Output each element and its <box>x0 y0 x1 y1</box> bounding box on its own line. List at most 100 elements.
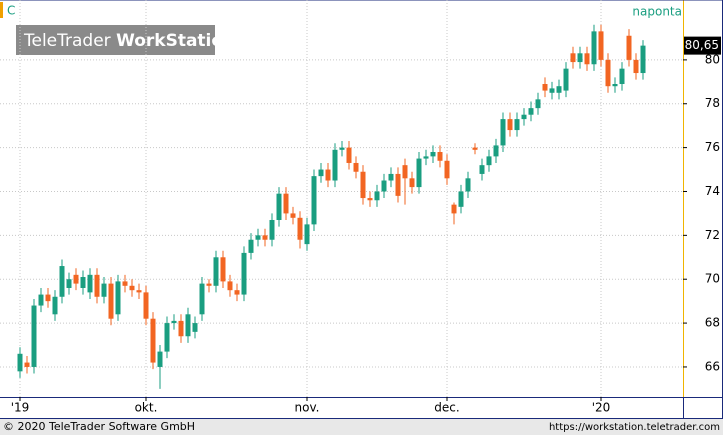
candle-body <box>136 290 142 293</box>
candle-body <box>59 266 65 297</box>
candle-body <box>276 193 282 220</box>
candle-body <box>199 283 205 315</box>
copyright: © 2020 TeleTrader Software GmbH <box>3 420 195 433</box>
candle-body <box>220 257 226 282</box>
candle-body <box>577 53 583 63</box>
candle-body <box>38 294 44 306</box>
candle-body <box>227 281 233 291</box>
candle-body <box>346 147 352 163</box>
candle-body <box>234 290 240 295</box>
candle-body <box>521 114 527 120</box>
candle-body <box>143 292 149 319</box>
y-tick-label: 66 <box>705 359 720 373</box>
candle-body <box>430 152 436 157</box>
candle-body <box>171 320 177 324</box>
candle-body <box>269 219 275 240</box>
candle-body <box>486 156 492 166</box>
candle-body <box>122 281 128 286</box>
candle-body <box>304 224 310 245</box>
candle-body <box>640 45 646 74</box>
candle-body <box>423 156 429 159</box>
candle-body <box>598 31 604 60</box>
candle-body <box>192 323 198 332</box>
candle-body <box>157 351 163 367</box>
candle-body <box>17 353 23 372</box>
x-tick-label: '19 <box>11 401 30 415</box>
candle-body <box>353 162 359 172</box>
candle-body <box>339 147 345 150</box>
candle-body <box>101 283 107 297</box>
candle-body <box>605 59 611 87</box>
candle-body <box>395 173 401 196</box>
candle-body <box>465 178 471 192</box>
candle-body <box>549 88 555 93</box>
candle-body <box>381 180 387 192</box>
x-tick-label: dec. <box>434 401 459 415</box>
y-tick-label: 68 <box>705 316 720 330</box>
y-tick-label: 80 <box>705 52 720 66</box>
candle-body <box>178 320 184 337</box>
candle-body <box>73 274 79 284</box>
candle-body <box>619 68 625 85</box>
candle-body <box>325 169 331 181</box>
watermark-box <box>16 25 215 55</box>
candle-body <box>311 176 317 225</box>
candle-body <box>437 152 443 161</box>
y-tick-label: 78 <box>705 96 720 110</box>
candle-body <box>45 294 51 302</box>
candle-body <box>31 305 37 367</box>
candle-body <box>626 35 632 60</box>
candle-body <box>563 68 569 91</box>
candle-body <box>584 53 590 65</box>
candle-body <box>241 252 247 295</box>
watermark: TeleTrader WorkStation <box>23 31 235 51</box>
period: naponta <box>632 5 682 19</box>
candle-body <box>360 171 366 199</box>
candle-body <box>318 169 324 177</box>
candle-body <box>94 274 100 297</box>
candle-body <box>129 285 135 291</box>
candle-body <box>367 198 373 201</box>
candle-body <box>591 31 597 65</box>
candle-body <box>262 235 268 240</box>
last-price-box <box>684 36 721 55</box>
candle-body <box>66 279 72 288</box>
candle-body <box>87 274 93 293</box>
candle-body <box>115 281 121 315</box>
candle-body <box>255 235 261 240</box>
candle-body <box>612 84 618 87</box>
candle-body <box>507 119 513 131</box>
candle-body <box>164 323 170 352</box>
candle-body <box>283 193 289 214</box>
url: https://workstation.teletrader.com <box>549 422 720 433</box>
candle-body <box>185 314 191 337</box>
candle-body <box>213 257 219 286</box>
candle-body <box>570 53 576 63</box>
candle-body <box>458 191 464 207</box>
y-tick-label: 70 <box>705 272 720 286</box>
candle-body <box>402 165 408 179</box>
candle-body <box>248 239 254 253</box>
candle-body <box>388 173 394 181</box>
candle-body <box>297 217 303 240</box>
candle-body <box>556 86 562 93</box>
x-tick-label: '20 <box>592 401 611 415</box>
candle-body <box>52 296 58 315</box>
candle-body <box>493 145 499 157</box>
watermark-product: WorkStation <box>116 31 235 51</box>
candle-body <box>479 165 485 174</box>
x-tick-label: okt. <box>135 401 158 415</box>
candle-body <box>633 59 639 74</box>
candle-body <box>444 160 450 179</box>
candle-body <box>290 213 296 218</box>
candle-body <box>500 119 506 146</box>
candle-body <box>108 283 114 319</box>
y-tick-label: 76 <box>705 140 720 154</box>
candle-body <box>409 178 415 188</box>
y-tick-label: 72 <box>705 228 720 242</box>
candle-body <box>528 108 534 115</box>
candle-body <box>374 191 380 201</box>
